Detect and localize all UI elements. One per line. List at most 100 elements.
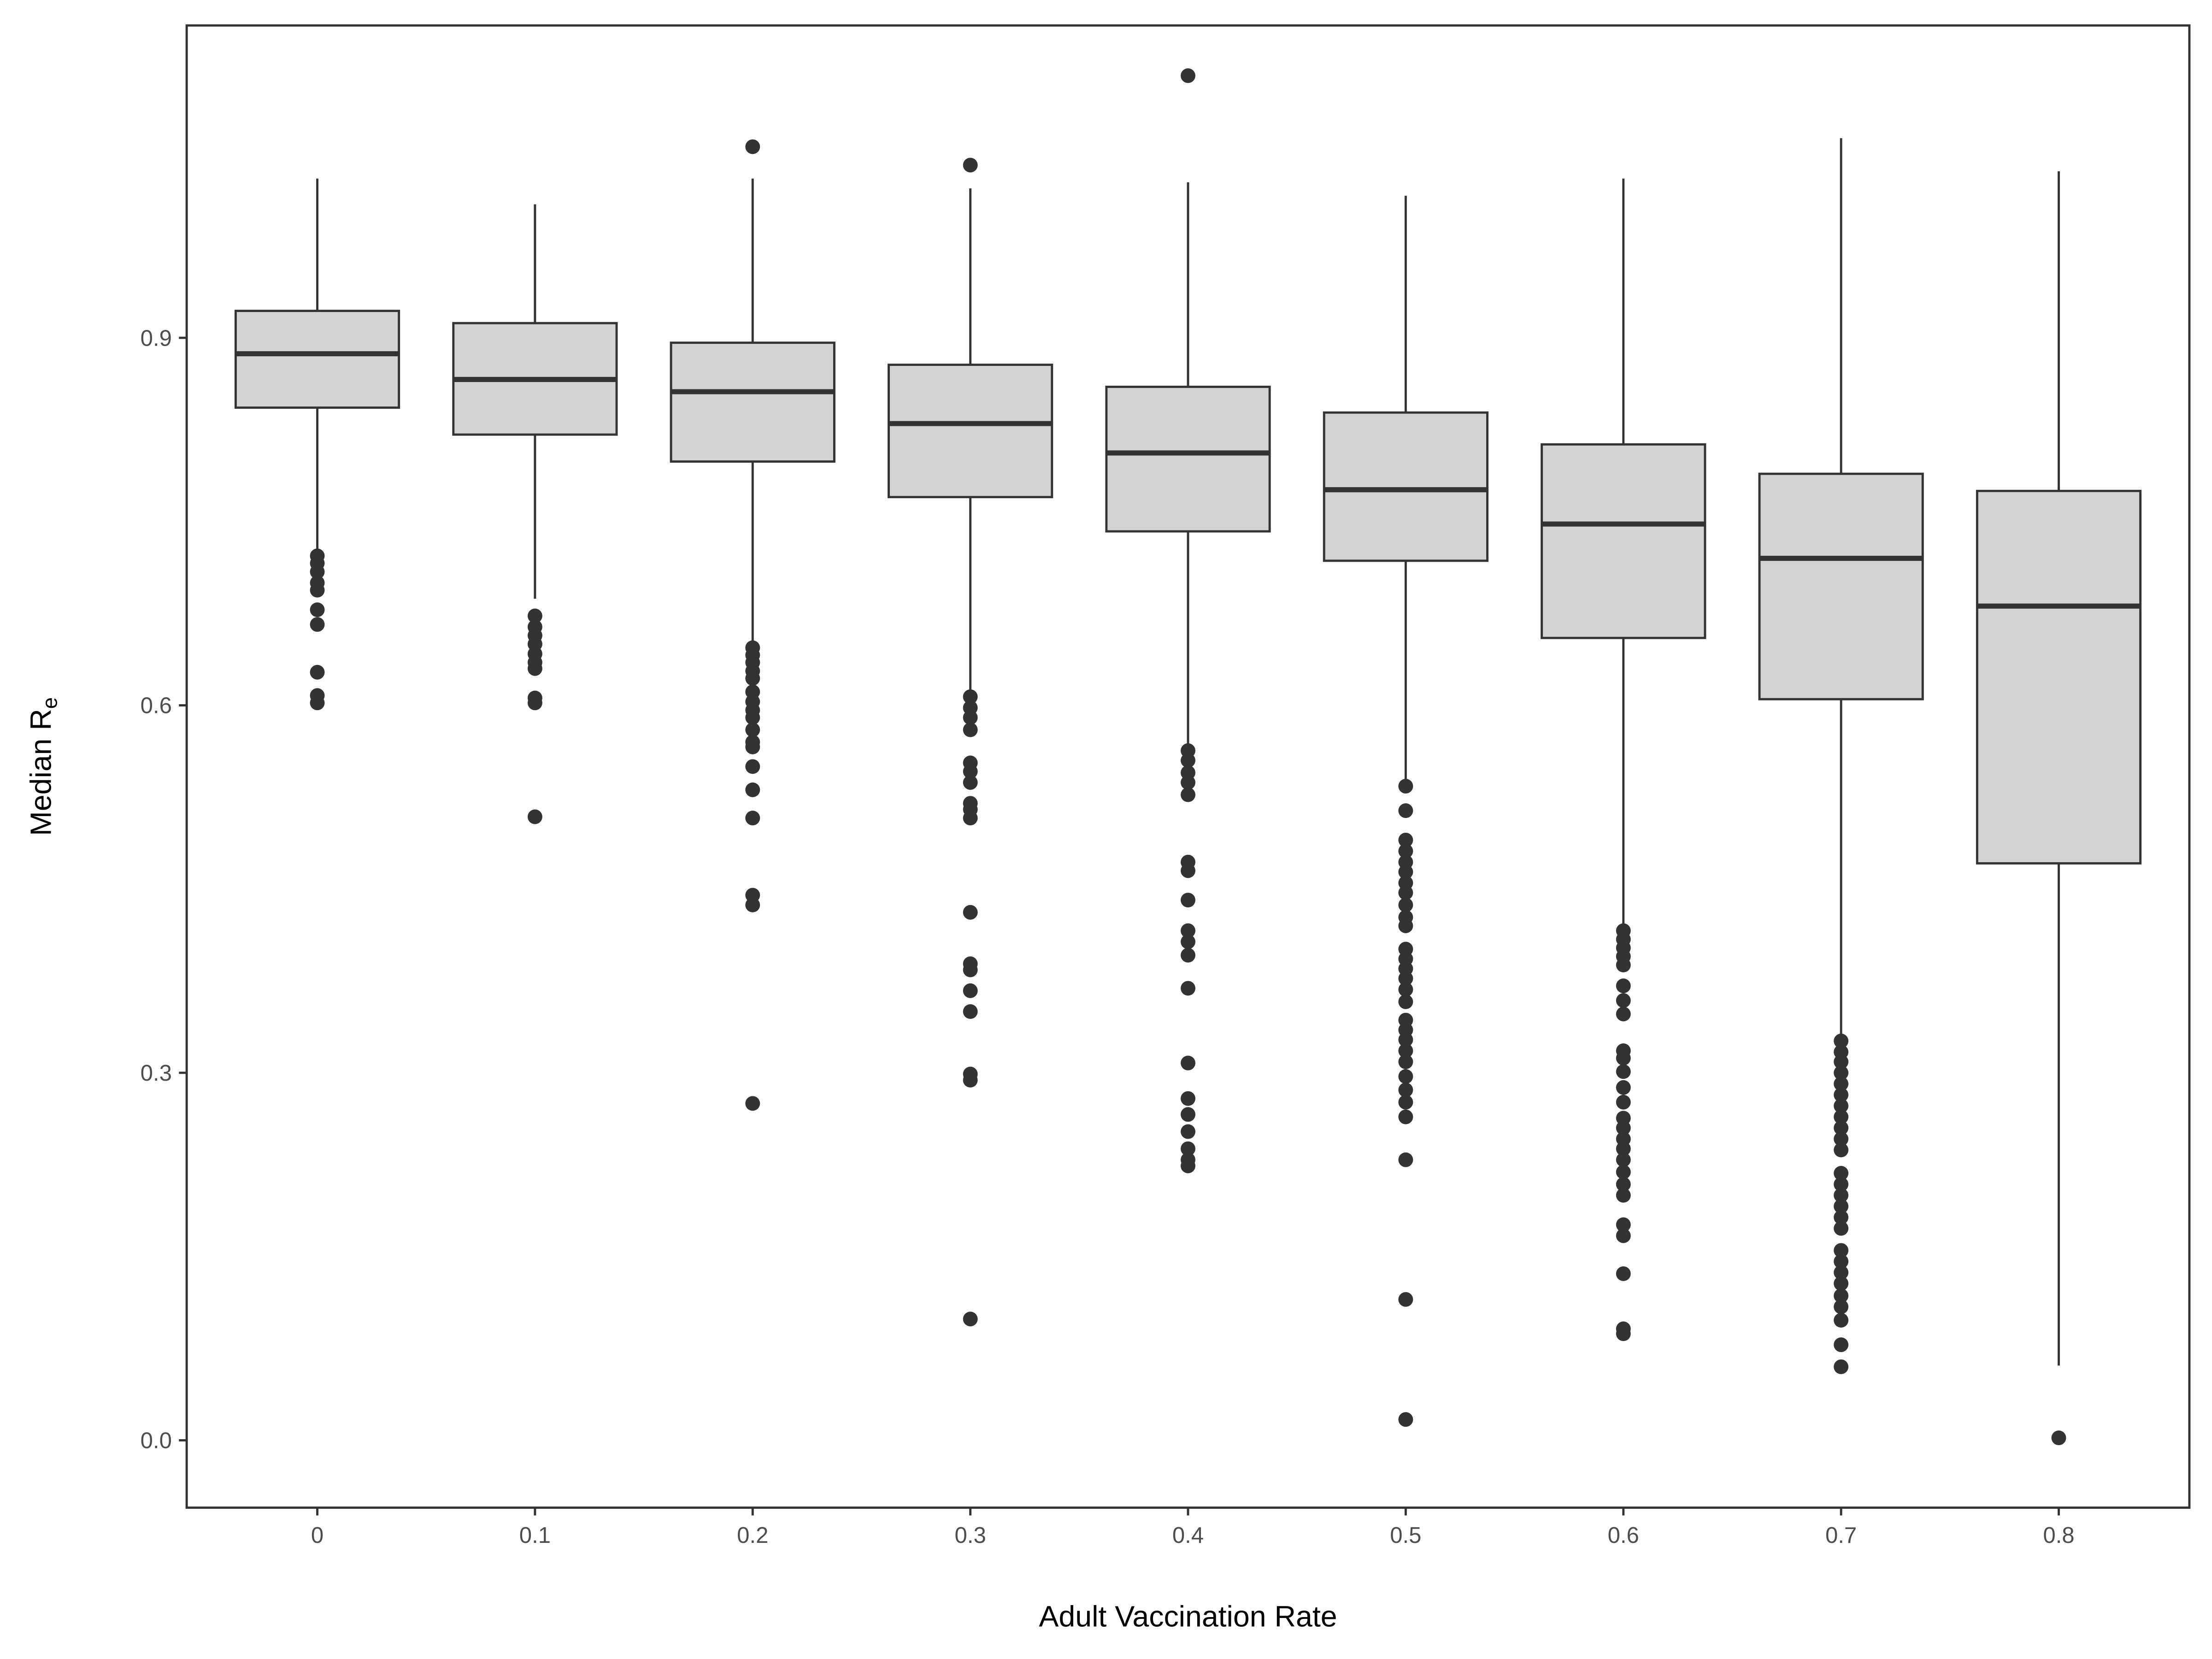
x-tick-label: 0.5 (1390, 1523, 1421, 1548)
outlier-point (1834, 1265, 1849, 1280)
outlier-point (1398, 1043, 1413, 1059)
outlier-point (1834, 1054, 1849, 1070)
outlier-point (1181, 981, 1195, 996)
outlier-point (745, 671, 760, 686)
outlier-point (527, 608, 542, 624)
iqr-box (888, 364, 1053, 499)
outlier-point (1181, 753, 1195, 768)
x-tick-label: 0.2 (737, 1523, 768, 1548)
outlier-point (1616, 1326, 1631, 1341)
outlier-point (1181, 1141, 1195, 1156)
x-tick-label: 0.8 (2043, 1523, 2074, 1548)
outlier-point (745, 897, 760, 912)
x-tick-label: 0 (311, 1523, 324, 1548)
outlier-point (1616, 1080, 1631, 1095)
outlier-point (1398, 1152, 1413, 1167)
outlier-point (1181, 893, 1195, 908)
outlier-point (963, 905, 978, 920)
x-tick-label: 0.7 (1825, 1523, 1857, 1548)
outlier-point (1398, 1082, 1413, 1098)
outlier-point (2051, 1430, 2066, 1446)
outlier-point (527, 809, 542, 824)
outlier-point (963, 1312, 978, 1327)
outlier-point (745, 782, 760, 797)
outlier-point (1834, 1109, 1849, 1124)
outlier-point (745, 710, 760, 725)
outlier-point (1834, 1165, 1849, 1181)
iqr-box (1976, 489, 2142, 865)
outlier-point (527, 661, 542, 676)
outlier-point (1181, 1107, 1195, 1122)
outlier-point (1398, 778, 1413, 794)
outlier-point (1616, 1120, 1631, 1135)
outlier-point (963, 158, 978, 173)
outlier-point (963, 983, 978, 998)
outlier-point (745, 739, 760, 754)
box-group-0 (234, 178, 400, 711)
boxes-layer (234, 68, 2142, 1446)
y-tick-label: 0.6 (141, 694, 172, 718)
box-group-0.2 (670, 139, 835, 1111)
outlier-point (1834, 1142, 1849, 1158)
iqr-box (1541, 443, 1706, 639)
outlier-point (1834, 1098, 1849, 1113)
outlier-point (963, 1004, 978, 1019)
outlier-point (310, 695, 325, 711)
outlier-point (1616, 993, 1631, 1008)
box-group-0.1 (452, 204, 618, 824)
outlier-point (1834, 1276, 1849, 1291)
outlier-point (1834, 1033, 1849, 1048)
outlier-point (1398, 1032, 1413, 1047)
outlier-point (1181, 1091, 1195, 1106)
outlier-point (310, 564, 325, 579)
outlier-point (1834, 1288, 1849, 1303)
outlier-point (1834, 1299, 1849, 1314)
ticks-layer: 0.0 0.3 0.6 0.9 0 0.1 0.2 0.3 0.4 0.5 0.6 0.7 0.8 (141, 326, 2075, 1548)
x-tick-label: 0.3 (955, 1523, 986, 1548)
outlier-point (1834, 1210, 1849, 1225)
outlier-point (1398, 1054, 1413, 1070)
outlier-point (1616, 1188, 1631, 1203)
outlier-point (1398, 803, 1413, 818)
box-group-0.6 (1541, 178, 1706, 1341)
outlier-point (745, 722, 760, 737)
outlier-point (1398, 1094, 1413, 1110)
outlier-point (1834, 1131, 1849, 1147)
outlier-point (310, 602, 325, 618)
outlier-point (1181, 923, 1195, 938)
outlier-point (1616, 1228, 1631, 1243)
outlier-point (1834, 1254, 1849, 1269)
outlier-point (1398, 843, 1413, 859)
iqr-box (1323, 411, 1488, 562)
outlier-point (963, 764, 978, 779)
outlier-point (1616, 1217, 1631, 1232)
outlier-point (963, 689, 978, 704)
y-tick-label: 0.0 (141, 1429, 172, 1453)
outlier-point (1181, 863, 1195, 878)
outlier-point (1834, 1221, 1849, 1236)
outlier-point (745, 1096, 760, 1111)
outlier-point (1181, 947, 1195, 963)
outlier-point (745, 759, 760, 774)
x-axis-title: Adult Vaccination Rate (1039, 1600, 1337, 1633)
outlier-point (1616, 1006, 1631, 1022)
outlier-point (1398, 1069, 1413, 1084)
outlier-point (1398, 1292, 1413, 1307)
outlier-point (1398, 971, 1413, 986)
x-tick-label: 0.4 (1172, 1523, 1204, 1548)
outlier-point (1834, 1337, 1849, 1353)
outlier-point (1616, 958, 1631, 973)
box-group-0.3 (888, 158, 1053, 1327)
outlier-point (1181, 775, 1195, 790)
outlier-point (1398, 982, 1413, 997)
outlier-point (310, 582, 325, 598)
outlier-point (1616, 1051, 1631, 1066)
outlier-point (1398, 865, 1413, 879)
y-tick-label: 0.3 (141, 1061, 172, 1086)
outlier-point (1398, 897, 1413, 912)
outlier-point (1834, 1312, 1849, 1328)
x-tick-label: 0.1 (519, 1523, 551, 1548)
y-axis-title-main: Median R (24, 709, 57, 836)
